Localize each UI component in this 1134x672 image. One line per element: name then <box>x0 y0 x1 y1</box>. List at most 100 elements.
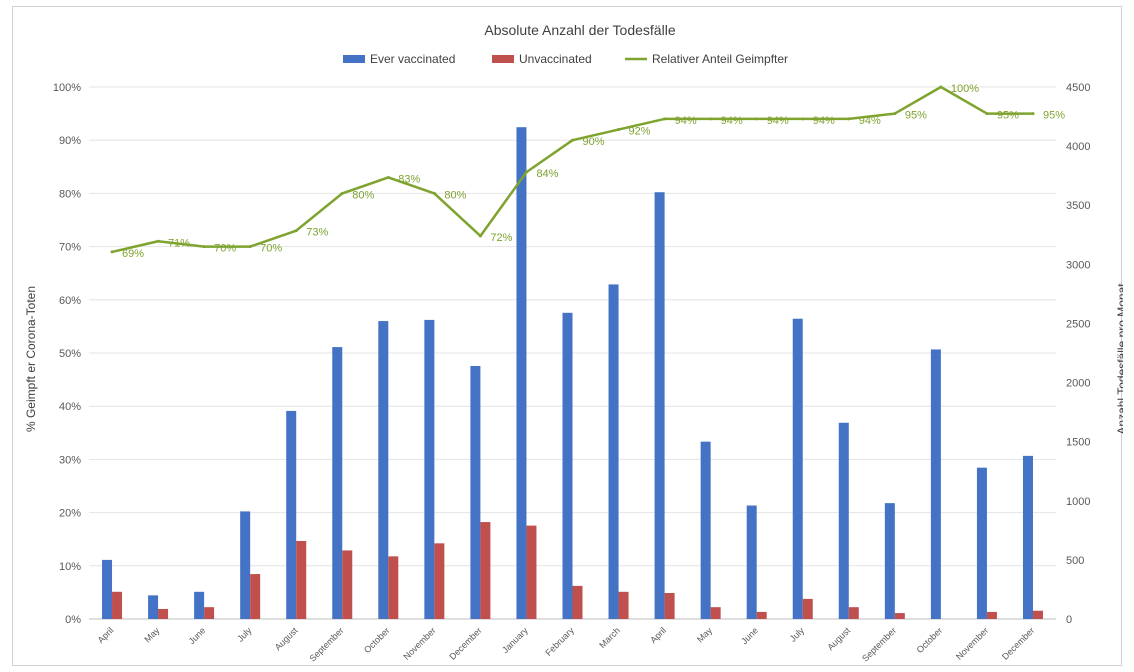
bar-unvaccinated <box>710 607 721 619</box>
x-tick-label: September <box>860 625 898 663</box>
line-point <box>985 112 989 116</box>
line-point <box>340 191 344 195</box>
x-tick-label: July <box>788 625 807 644</box>
line-point <box>663 117 667 121</box>
line-data-label: 95% <box>997 110 1019 122</box>
line-data-label: 94% <box>767 115 789 127</box>
line-relative-share <box>111 85 1033 254</box>
bar-ever-vaccinated <box>792 318 803 619</box>
line-data-label: 94% <box>813 115 835 127</box>
left-tick-label: 90% <box>59 135 81 147</box>
line-point <box>248 245 252 249</box>
left-tick-label: 70% <box>59 242 81 254</box>
x-tick-label: March <box>597 625 622 650</box>
bar-ever-vaccinated <box>286 410 297 619</box>
left-axis-title: % Geimpft er Corona-Toten <box>24 286 38 432</box>
bar-ever-vaccinated <box>608 284 619 619</box>
legend: Ever vaccinated Unvaccinated Relativer A… <box>343 52 788 66</box>
bar-unvaccinated <box>158 608 169 619</box>
line-point <box>755 117 759 121</box>
line-data-label: 95% <box>905 110 927 122</box>
x-axis-ticks: April May June July August September October No… <box>96 625 1037 664</box>
line-data-label: 70% <box>214 243 236 255</box>
right-tick-label: 3000 <box>1066 259 1090 271</box>
line-series: 69% 71% 70% 70% 73% 80% 83% 80% 72% 84% 90% 92% 94% 9… <box>110 83 1065 260</box>
bar-ever-vaccinated <box>1022 455 1033 619</box>
left-tick-label: 60% <box>59 295 81 307</box>
bar-unvaccinated <box>848 607 859 619</box>
x-tick-label: February <box>543 625 576 658</box>
bars <box>102 127 1043 619</box>
bar-unvaccinated <box>894 613 905 619</box>
left-tick-label: 80% <box>59 188 81 200</box>
x-tick-label: May <box>695 625 714 644</box>
x-tick-label: October <box>915 625 945 655</box>
combo-chart: Absolute Anzahl der Todesfälle Ever vacc… <box>24 22 1129 664</box>
left-tick-label: 100% <box>53 82 81 94</box>
bar-unvaccinated <box>756 611 767 619</box>
x-tick-label: July <box>235 625 254 644</box>
left-tick-label: 20% <box>59 508 81 520</box>
x-tick-label: April <box>648 625 668 645</box>
x-tick-label: September <box>307 625 345 663</box>
line-point <box>571 138 574 142</box>
line-data-label: 94% <box>675 115 697 127</box>
bar-unvaccinated <box>526 525 537 619</box>
line-point <box>709 117 713 121</box>
line-data-label: 72% <box>490 232 512 244</box>
bar-ever-vaccinated <box>102 559 113 619</box>
bar-unvaccinated <box>986 611 997 619</box>
line-point <box>1031 112 1035 116</box>
bar-ever-vaccinated <box>976 467 987 619</box>
left-tick-label: 0% <box>65 614 81 626</box>
line-data-label: 80% <box>352 189 374 201</box>
x-tick-label: December <box>447 625 483 661</box>
right-tick-label: 4000 <box>1066 141 1090 153</box>
line-point <box>801 117 805 121</box>
bar-ever-vaccinated <box>424 319 435 619</box>
legend-swatch-ever-vaccinated <box>343 55 365 63</box>
chart-title: Absolute Anzahl der Todesfälle <box>484 22 675 38</box>
x-tick-label: August <box>273 625 300 652</box>
bar-unvaccinated <box>434 543 445 619</box>
bar-ever-vaccinated <box>470 366 481 619</box>
line-data-label: 69% <box>122 248 144 260</box>
right-tick-label: 1500 <box>1066 437 1090 449</box>
bar-ever-vaccinated <box>700 441 711 619</box>
line-data-label: 70% <box>260 243 282 255</box>
left-tick-label: 10% <box>59 561 81 573</box>
bar-ever-vaccinated <box>838 422 849 619</box>
line-data-label: 94% <box>859 115 881 127</box>
bar-ever-vaccinated <box>516 127 527 619</box>
legend-label-unvaccinated: Unvaccinated <box>519 52 592 66</box>
right-tick-label: 1000 <box>1066 496 1090 508</box>
line-point <box>617 128 621 132</box>
x-tick-label: December <box>1000 625 1036 661</box>
x-tick-label: June <box>187 625 208 646</box>
line-data-label: 90% <box>583 136 605 148</box>
left-axis-ticks: 0% 10% 20% 30% 40% 50% 60% 70% 80% 90% 100% <box>53 82 81 626</box>
line-point <box>939 85 943 89</box>
line-data-label: 84% <box>536 168 558 180</box>
right-tick-label: 0 <box>1066 614 1072 626</box>
bar-unvaccinated <box>342 550 353 619</box>
bar-unvaccinated <box>618 591 629 619</box>
x-tick-label: August <box>825 625 852 652</box>
bar-unvaccinated <box>1032 610 1043 619</box>
left-tick-label: 30% <box>59 454 81 466</box>
right-tick-label: 2000 <box>1066 378 1090 390</box>
x-tick-label: November <box>401 625 437 661</box>
line-point <box>432 191 436 195</box>
x-tick-label: October <box>362 625 392 655</box>
right-tick-label: 500 <box>1066 555 1084 567</box>
line-data-label: 95% <box>1043 110 1065 122</box>
line-data-label: 83% <box>398 173 420 185</box>
right-tick-label: 3500 <box>1066 200 1090 212</box>
bar-unvaccinated <box>388 556 399 619</box>
x-tick-label: November <box>954 625 990 661</box>
x-tick-label: April <box>96 625 116 645</box>
legend-label-relative-share: Relativer Anteil Geimpfter <box>652 52 788 66</box>
line-data-label: 100% <box>951 83 979 95</box>
bar-ever-vaccinated <box>148 595 159 619</box>
bar-unvaccinated <box>250 574 261 619</box>
